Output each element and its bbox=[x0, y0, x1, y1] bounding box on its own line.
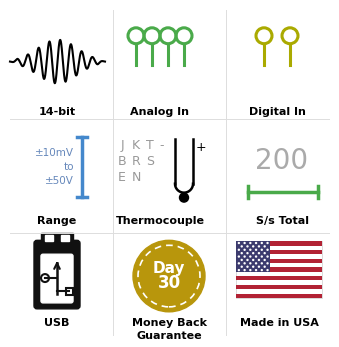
Bar bbox=[236, 259, 322, 263]
Circle shape bbox=[266, 255, 269, 258]
Text: E: E bbox=[118, 171, 126, 184]
Text: 30: 30 bbox=[157, 274, 181, 292]
Circle shape bbox=[255, 248, 257, 251]
Bar bbox=[45, 235, 53, 241]
Circle shape bbox=[261, 262, 263, 264]
Circle shape bbox=[249, 242, 252, 244]
Circle shape bbox=[238, 248, 240, 251]
Bar bbox=[236, 241, 322, 298]
Circle shape bbox=[246, 259, 249, 261]
Text: J: J bbox=[120, 139, 124, 152]
Circle shape bbox=[258, 265, 260, 268]
Circle shape bbox=[252, 245, 254, 247]
FancyBboxPatch shape bbox=[41, 254, 73, 303]
Circle shape bbox=[261, 248, 263, 251]
Text: +: + bbox=[196, 141, 206, 154]
Text: Made in USA: Made in USA bbox=[240, 318, 318, 328]
Bar bbox=[236, 241, 322, 246]
Circle shape bbox=[258, 252, 260, 254]
Circle shape bbox=[243, 269, 246, 271]
Circle shape bbox=[258, 259, 260, 261]
Text: Day: Day bbox=[153, 261, 185, 276]
Bar bbox=[41, 234, 73, 243]
Circle shape bbox=[249, 255, 252, 258]
Text: Digital In: Digital In bbox=[248, 107, 305, 117]
Circle shape bbox=[249, 262, 252, 264]
Bar bbox=[236, 294, 322, 298]
Text: 200: 200 bbox=[256, 147, 308, 175]
Text: 14-bit: 14-bit bbox=[38, 107, 76, 117]
Circle shape bbox=[243, 242, 246, 244]
Bar bbox=[61, 235, 69, 241]
Circle shape bbox=[246, 252, 249, 254]
Circle shape bbox=[249, 269, 252, 271]
Circle shape bbox=[252, 252, 254, 254]
Circle shape bbox=[241, 259, 243, 261]
Circle shape bbox=[241, 252, 243, 254]
Text: Range: Range bbox=[37, 217, 77, 227]
Circle shape bbox=[258, 245, 260, 247]
Bar bbox=[236, 276, 322, 280]
Circle shape bbox=[263, 245, 266, 247]
FancyBboxPatch shape bbox=[34, 240, 80, 309]
Text: S: S bbox=[146, 155, 154, 168]
Circle shape bbox=[263, 252, 266, 254]
Circle shape bbox=[252, 259, 254, 261]
Circle shape bbox=[266, 262, 269, 264]
Circle shape bbox=[261, 269, 263, 271]
Circle shape bbox=[243, 255, 246, 258]
Circle shape bbox=[238, 269, 240, 271]
Text: R: R bbox=[132, 155, 140, 168]
Bar bbox=[236, 285, 322, 289]
Text: N: N bbox=[131, 171, 141, 184]
Text: T: T bbox=[146, 139, 154, 152]
Text: -: - bbox=[160, 139, 164, 152]
Circle shape bbox=[238, 242, 240, 244]
Circle shape bbox=[252, 265, 254, 268]
Text: USB: USB bbox=[44, 318, 70, 328]
Circle shape bbox=[133, 240, 205, 312]
Circle shape bbox=[255, 269, 257, 271]
Circle shape bbox=[255, 255, 257, 258]
Circle shape bbox=[266, 248, 269, 251]
Text: K: K bbox=[132, 139, 140, 152]
Circle shape bbox=[261, 255, 263, 258]
Bar bbox=[236, 250, 322, 254]
Text: B: B bbox=[118, 155, 126, 168]
Circle shape bbox=[249, 248, 252, 251]
Bar bbox=[236, 268, 322, 272]
Bar bbox=[66, 288, 73, 295]
Circle shape bbox=[238, 262, 240, 264]
Text: Money Back
Guarantee: Money Back Guarantee bbox=[132, 318, 206, 341]
Circle shape bbox=[179, 193, 188, 202]
Text: Thermocouple: Thermocouple bbox=[116, 217, 204, 227]
Circle shape bbox=[241, 245, 243, 247]
Circle shape bbox=[255, 262, 257, 264]
Circle shape bbox=[246, 245, 249, 247]
Circle shape bbox=[261, 242, 263, 244]
Circle shape bbox=[238, 255, 240, 258]
Circle shape bbox=[255, 242, 257, 244]
Circle shape bbox=[263, 265, 266, 268]
Circle shape bbox=[266, 242, 269, 244]
Circle shape bbox=[246, 265, 249, 268]
Text: Analog In: Analog In bbox=[131, 107, 190, 117]
Circle shape bbox=[243, 248, 246, 251]
Circle shape bbox=[263, 259, 266, 261]
Circle shape bbox=[266, 269, 269, 271]
Text: S/s Total: S/s Total bbox=[256, 217, 308, 227]
Circle shape bbox=[243, 262, 246, 264]
Bar bbox=[236, 241, 271, 272]
Circle shape bbox=[241, 265, 243, 268]
Text: ±10mV
to
±50V: ±10mV to ±50V bbox=[35, 148, 74, 186]
